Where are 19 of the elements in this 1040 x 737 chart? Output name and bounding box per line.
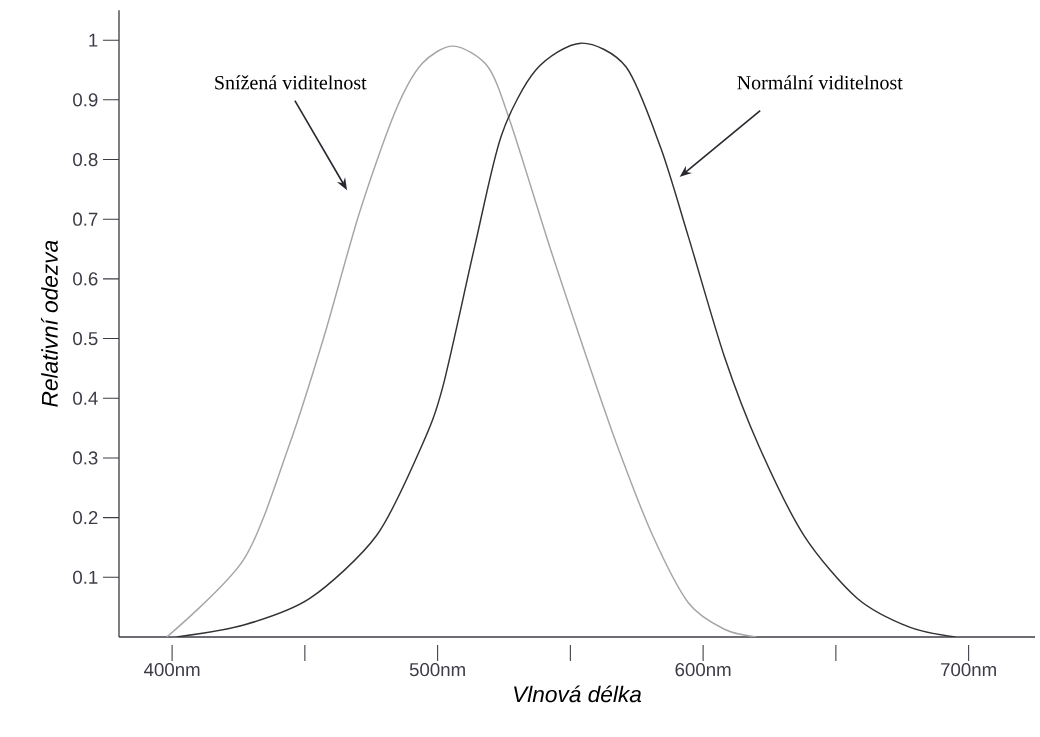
y-tick-label: 0.8 (73, 152, 98, 167)
y-tick-label: 0.5 (73, 331, 98, 346)
x-tick-label: 700nm (941, 663, 996, 677)
y-tick-label: 0.9 (73, 93, 98, 107)
y-tick-label: 0.7 (73, 212, 98, 226)
annotation: Normální viditelnost (737, 75, 903, 90)
y-tick-label: 0.4 (73, 391, 98, 405)
line-series (175, 42, 957, 637)
y-tick-label: 0.1 (73, 570, 98, 584)
x-tick-label: 400nm (143, 663, 200, 677)
annotation: Snížená viditelnost (215, 75, 367, 90)
y-tick-label: 0.3 (73, 451, 98, 465)
x-tick-label: 600nm (675, 663, 731, 677)
y-tick-label: 0.2 (73, 511, 98, 525)
y-axis-title: Relativní odezva (40, 240, 58, 407)
y-tick-label: 0.6 (73, 272, 98, 286)
y-tick-label: 1 (89, 33, 98, 47)
x-axis-title: Vlnová délka (514, 685, 642, 703)
x-tick-label: 500nm (409, 663, 465, 677)
